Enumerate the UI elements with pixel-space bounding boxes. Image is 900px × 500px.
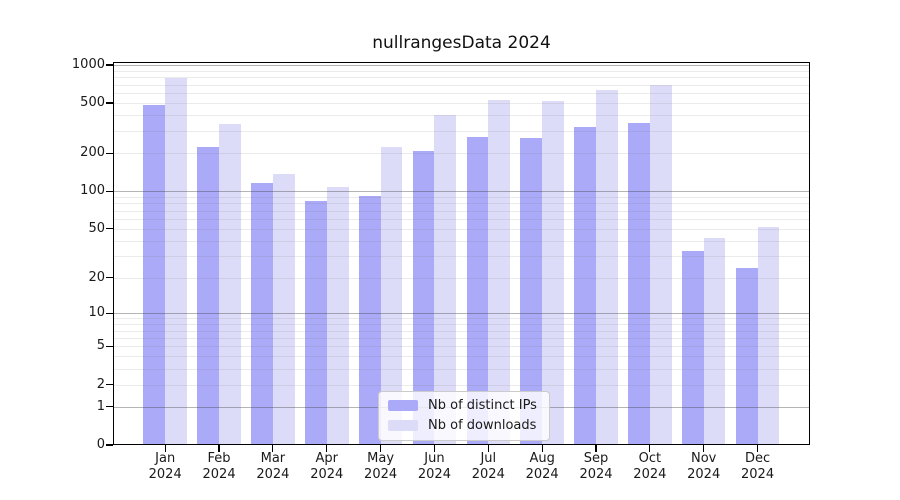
x-tick-label-sep: Sep 2024 [579,451,613,482]
y-tick-label: 200 [80,145,105,161]
y-tick-label: 50 [88,220,105,236]
bar-distinct-ips-apr [304,201,327,445]
y-tick-label: 1000 [71,56,105,72]
legend-item-distinct-ips: Nb of distinct IPs [388,398,537,413]
chart-title: nullrangesData 2024 [372,33,551,53]
bar-distinct-ips-nov [681,251,704,445]
x-tick [380,445,382,452]
bar-distinct-ips-sep [574,126,596,445]
x-tick-label-apr: Apr 2024 [310,451,344,482]
bar-downloads-dec [757,226,780,445]
x-tick-label-dec: Dec 2024 [741,451,775,482]
y-tick-label: 1 [96,398,105,414]
y-tick-label: 2 [96,376,105,392]
y-tick-label: 500 [80,95,105,111]
x-tick-label-jun: Jun 2024 [417,451,451,482]
legend-item-downloads: Nb of downloads [388,418,537,433]
x-tick [649,445,651,452]
x-tick-label-nov: Nov 2024 [687,451,721,482]
bar-downloads-jul [488,99,511,445]
y-tick [106,444,113,446]
y-tick-label: 10 [88,305,105,321]
bar-downloads-may [380,146,403,445]
legend: Nb of distinct IPs Nb of downloads [378,391,550,441]
legend-label-downloads: Nb of downloads [428,418,537,433]
y-tick [106,228,113,230]
x-tick [164,445,166,452]
bar-distinct-ips-mar [251,182,273,445]
y-tick [106,383,113,386]
bar-distinct-ips-aug [520,137,543,445]
x-tick [756,445,759,452]
x-tick-label-mar: Mar 2024 [256,451,290,482]
x-tick [703,445,705,452]
bar-distinct-ips-jun [412,150,435,445]
bar-distinct-ips-jul [466,136,489,445]
y-tick-label: 100 [80,183,105,199]
x-tick [272,445,274,452]
bar-downloads-sep [596,89,618,445]
bar-distinct-ips-feb [197,146,220,445]
x-tick [487,445,489,452]
x-tick-label-jan: Jan 2024 [148,451,182,482]
legend-label-distinct-ips: Nb of distinct IPs [428,398,537,413]
legend-swatch-downloads [388,420,418,431]
bar-distinct-ips-oct [628,123,650,445]
y-tick [106,102,113,104]
bar-downloads-nov [703,238,726,445]
bar-downloads-feb [219,124,241,445]
bar-distinct-ips-jan [143,105,166,445]
y-tick-label: 20 [88,269,105,285]
y-tick [106,276,113,279]
y-tick [106,64,113,66]
y-tick-label: 0 [96,437,105,452]
bar-downloads-jun [434,115,457,445]
x-tick [326,445,328,452]
x-tick [595,445,597,452]
y-tick [106,312,113,314]
x-tick [218,445,220,452]
x-tick-label-aug: Aug 2024 [525,451,559,482]
bar-downloads-aug [542,100,564,445]
x-tick-label-oct: Oct 2024 [633,451,667,482]
x-tick [541,445,543,452]
bar-downloads-jan [165,77,187,445]
legend-swatch-distinct-ips [388,400,418,411]
bar-downloads-mar [272,173,295,445]
bar-downloads-oct [649,85,672,445]
bars-layer [113,62,810,445]
y-tick [106,345,113,348]
bar-downloads-apr [326,187,349,445]
bar-distinct-ips-dec [735,267,758,445]
x-tick-label-feb: Feb 2024 [202,451,236,482]
y-tick [106,190,113,192]
y-tick-label: 5 [96,338,105,354]
y-tick [106,406,113,408]
bar-distinct-ips-may [358,195,381,445]
x-tick-label-may: May 2024 [364,451,398,482]
x-tick-label-jul: Jul 2024 [471,451,505,482]
y-tick [106,152,113,154]
x-tick [433,445,436,452]
